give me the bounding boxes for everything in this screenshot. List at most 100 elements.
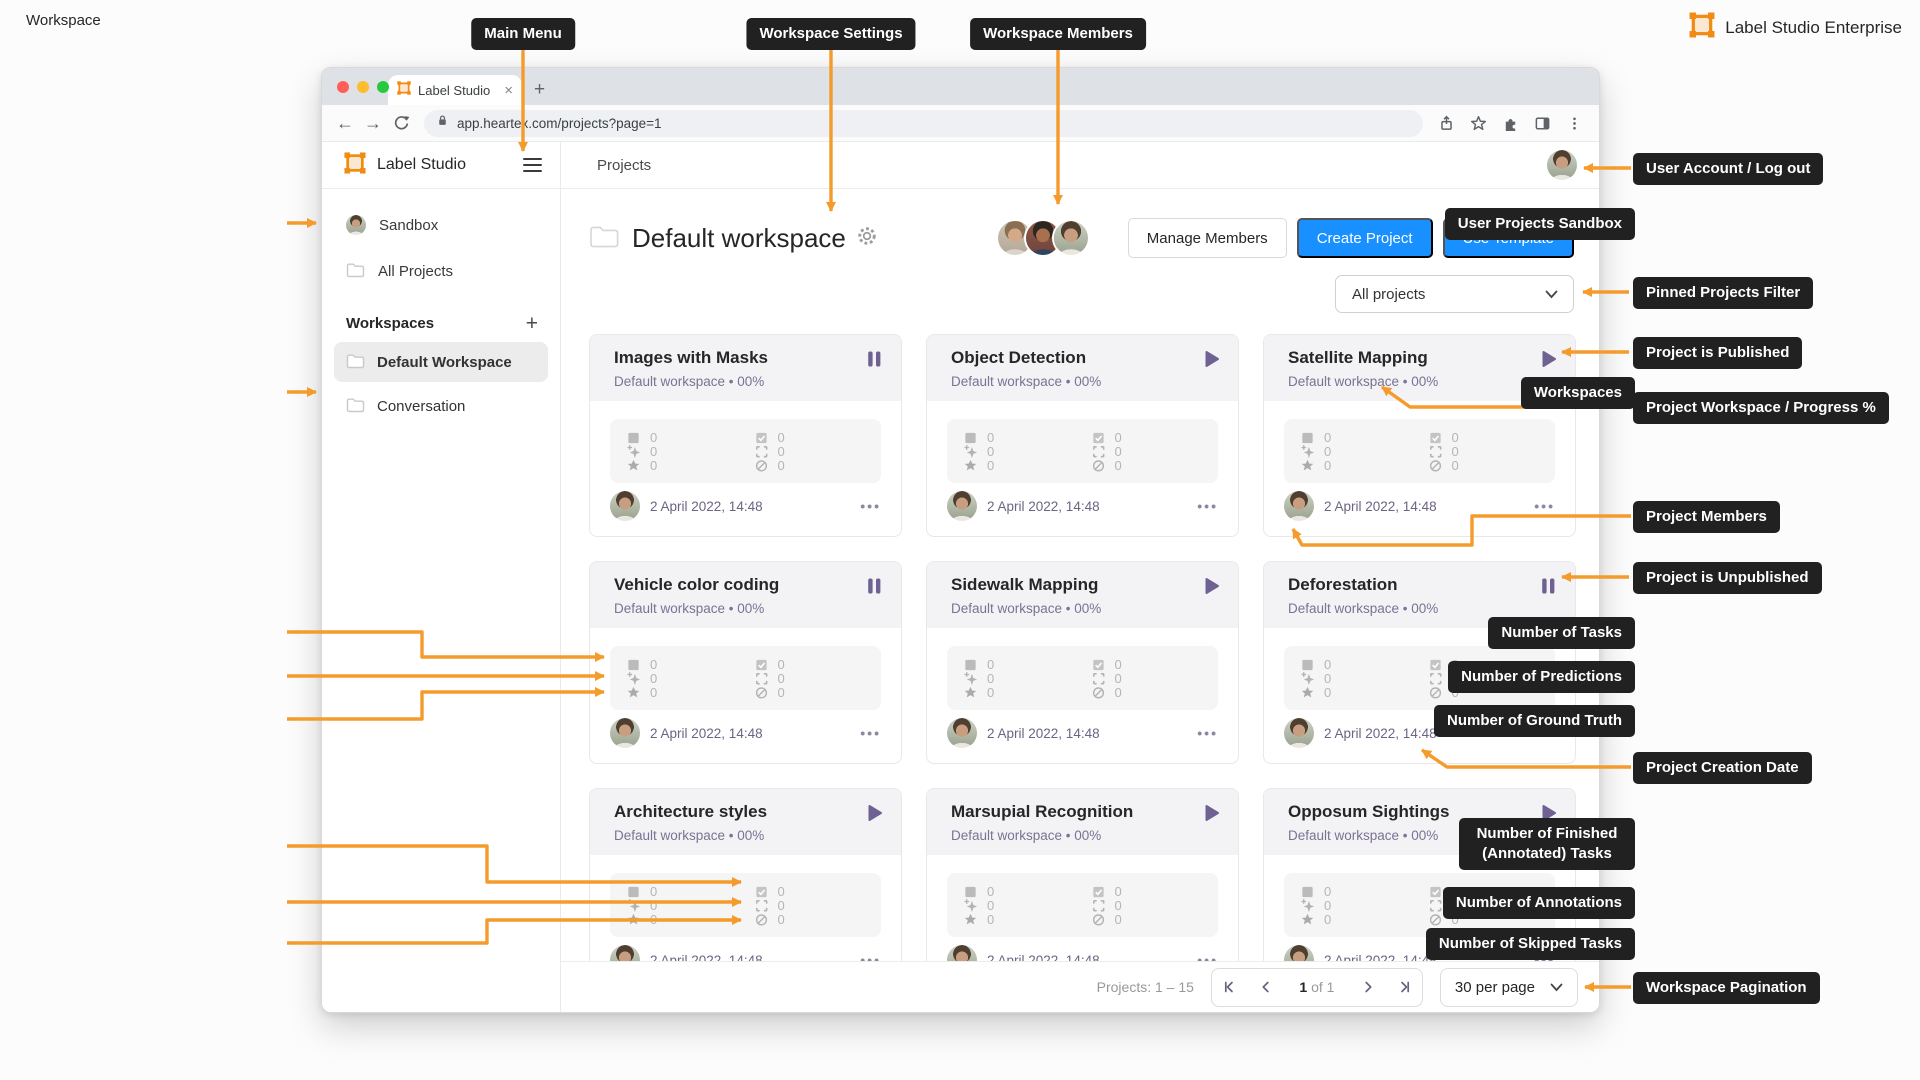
play-icon[interactable] — [867, 804, 883, 827]
stat-skipped-icon — [1428, 685, 1443, 700]
project-card[interactable]: Architecture styles Default workspace • 0… — [589, 788, 902, 991]
minimize-window-icon[interactable] — [357, 81, 369, 93]
stat-finished: 0 — [754, 657, 882, 672]
projects-grid: Images with Masks Default workspace • 00%… — [589, 334, 1576, 991]
zoom-window-icon[interactable] — [377, 81, 389, 93]
main-menu-icon[interactable] — [523, 158, 542, 172]
stat-skipped-icon — [1428, 912, 1443, 927]
project-menu-icon[interactable]: ••• — [1534, 498, 1555, 514]
side-panel-icon[interactable] — [1529, 115, 1555, 132]
sidebar-item-default-workspace[interactable]: Default Workspace — [334, 342, 548, 382]
manage-members-button[interactable]: Manage Members — [1127, 218, 1287, 258]
project-menu-icon[interactable]: ••• — [860, 725, 881, 741]
project-card[interactable]: Vehicle color coding Default workspace • … — [589, 561, 902, 764]
stat-annotations-icon — [754, 444, 769, 459]
project-creator-avatar[interactable] — [1284, 491, 1314, 521]
project-title: Satellite Mapping — [1288, 348, 1428, 367]
browser-menu-icon[interactable] — [1561, 115, 1587, 132]
callout-unpublished: Project is Unpublished — [1633, 562, 1822, 594]
pause-icon[interactable] — [1540, 577, 1557, 600]
stat-tasks-icon — [963, 430, 978, 445]
project-creator-avatar[interactable] — [1284, 718, 1314, 748]
project-card[interactable]: Marsupial Recognition Default workspace •… — [926, 788, 1239, 991]
stat-tasks: 0 — [626, 657, 754, 672]
project-menu-icon[interactable]: ••• — [1197, 725, 1218, 741]
stat-predictions-icon — [963, 444, 978, 459]
per-page-value: 30 per page — [1454, 978, 1535, 996]
first-page-button[interactable] — [1212, 979, 1248, 995]
project-card[interactable]: Object Detection Default workspace • 00% 0… — [926, 334, 1239, 537]
stat-ground-truth: 0 — [963, 912, 1091, 927]
pause-icon[interactable] — [866, 577, 883, 600]
share-icon[interactable] — [1433, 115, 1459, 132]
back-icon[interactable]: ← — [336, 112, 354, 133]
project-creator-avatar[interactable] — [947, 718, 977, 748]
stat-ground-truth-icon — [626, 458, 641, 473]
window-controls[interactable] — [337, 81, 389, 93]
stat-tasks-icon — [1300, 430, 1315, 445]
stat-predictions-icon — [626, 444, 641, 459]
project-menu-icon[interactable]: ••• — [1197, 498, 1218, 514]
projects-filter-select[interactable]: All projects — [1335, 275, 1574, 313]
stat-tasks-icon — [626, 430, 641, 445]
stat-predictions: 0 — [1300, 898, 1428, 913]
app-top-bar: Projects — [561, 142, 1599, 189]
sidebar-item-sandbox[interactable]: Sandbox — [322, 207, 560, 243]
stat-tasks-icon — [963, 884, 978, 899]
member-avatar[interactable] — [1053, 221, 1088, 255]
stat-predictions: 0 — [626, 671, 754, 686]
card-footer: 2 April 2022, 14:48 ••• — [947, 718, 1218, 748]
project-creator-avatar[interactable] — [947, 491, 977, 521]
workspace-members-avatars[interactable] — [997, 221, 1088, 255]
create-project-button[interactable]: Create Project — [1296, 218, 1433, 258]
play-icon[interactable] — [1204, 577, 1220, 600]
stat-ground-truth-icon — [626, 912, 641, 927]
callout-skipped: Number of Skipped Tasks — [1425, 928, 1635, 960]
stat-ground-truth: 0 — [626, 912, 754, 927]
play-icon[interactable] — [1204, 350, 1220, 373]
pause-icon[interactable] — [866, 350, 883, 373]
play-icon[interactable] — [1541, 350, 1557, 373]
user-account-avatar[interactable] — [1547, 150, 1577, 180]
stat-predictions-icon — [1300, 898, 1315, 913]
per-page-select[interactable]: 30 per page — [1439, 967, 1578, 1007]
workspace-settings-gear-icon[interactable] — [856, 225, 878, 252]
sidebar-item-conversation[interactable]: Conversation — [334, 386, 548, 426]
project-creator-avatar[interactable] — [610, 491, 640, 521]
stat-annotations-icon — [754, 898, 769, 913]
sidebar-item-all-projects[interactable]: All Projects — [322, 253, 560, 289]
sandbox-avatar — [346, 215, 366, 235]
reload-icon[interactable] — [388, 115, 414, 132]
last-page-button[interactable] — [1386, 979, 1422, 995]
bookmark-star-icon[interactable] — [1465, 115, 1491, 132]
project-creator-avatar[interactable] — [610, 718, 640, 748]
browser-tab[interactable]: Label Studio × — [388, 75, 522, 105]
address-bar[interactable]: app.heartex.com/projects?page=1 — [424, 109, 1423, 137]
stat-annotations-icon — [1428, 444, 1443, 459]
project-card[interactable]: Sidewalk Mapping Default workspace • 00% 0… — [926, 561, 1239, 764]
stat-skipped-icon — [1091, 685, 1106, 700]
stat-annotations-icon — [1428, 898, 1443, 913]
project-creation-date: 2 April 2022, 14:48 — [1324, 725, 1437, 741]
project-card[interactable]: Satellite Mapping Default workspace • 00%… — [1263, 334, 1576, 537]
stat-finished-icon — [1091, 657, 1106, 672]
forward-icon[interactable]: → — [364, 112, 382, 133]
extensions-icon[interactable] — [1497, 115, 1523, 132]
close-window-icon[interactable] — [337, 81, 349, 93]
page-indicator: 1 of 1 — [1299, 979, 1335, 995]
stat-skipped: 0 — [1428, 912, 1556, 927]
add-workspace-button[interactable]: + — [525, 312, 538, 335]
next-page-button[interactable] — [1350, 979, 1386, 995]
sidebar-item-label: Sandbox — [379, 216, 439, 234]
play-icon[interactable] — [1204, 804, 1220, 827]
play-icon[interactable] — [1541, 804, 1557, 827]
tab-close-icon[interactable]: × — [504, 81, 513, 99]
project-card[interactable]: Images with Masks Default workspace • 00%… — [589, 334, 902, 537]
new-tab-button[interactable]: + — [534, 79, 546, 100]
project-menu-icon[interactable]: ••• — [860, 498, 881, 514]
workspace-title: Default workspace — [632, 222, 846, 253]
callout-predictions: Number of Predictions — [1448, 661, 1635, 693]
prev-page-button[interactable] — [1248, 979, 1284, 995]
